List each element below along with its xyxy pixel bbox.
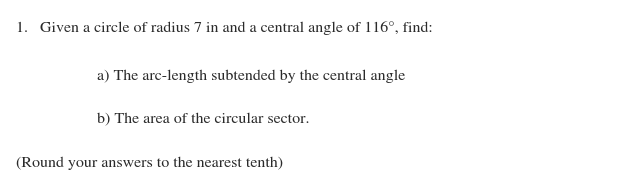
Text: 1.   Given a circle of radius 7 in and a central angle of 116°, find:: 1. Given a circle of radius 7 in and a c…	[16, 21, 433, 35]
Text: a) The arc-length subtended by the central angle: a) The arc-length subtended by the centr…	[97, 70, 405, 83]
Text: (Round your answers to the nearest tenth): (Round your answers to the nearest tenth…	[16, 157, 283, 170]
Text: b) The area of the circular sector.: b) The area of the circular sector.	[97, 113, 309, 126]
